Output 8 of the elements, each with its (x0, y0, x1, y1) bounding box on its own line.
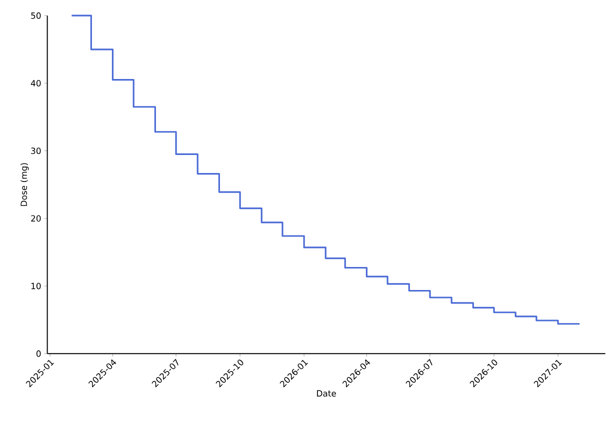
y-tick-label: 30 (31, 148, 41, 154)
y-tick-label: 50 (31, 12, 41, 19)
y-tick-label: 40 (30, 80, 41, 86)
y-tick-label: 0 (36, 350, 41, 357)
x-axis-title: Date (317, 390, 336, 397)
y-axis-title: Dose (mg) (20, 163, 29, 206)
y-tick-label: 10 (31, 282, 41, 290)
y-tick-label: 20 (31, 215, 41, 222)
